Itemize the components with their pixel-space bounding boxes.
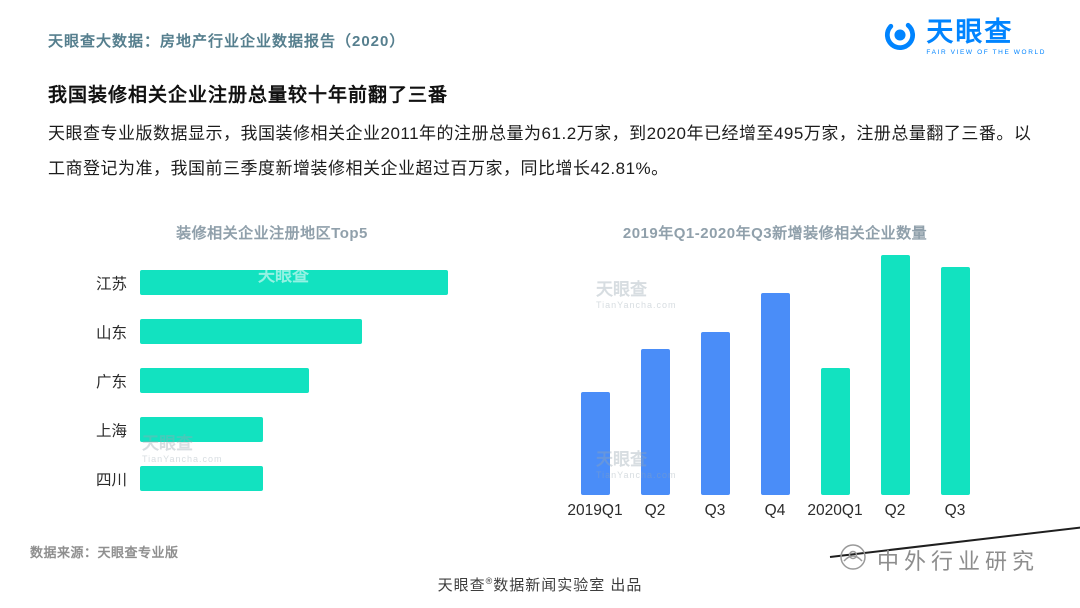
hbar-category-label: 山东 (96, 324, 128, 342)
vbar-category-label: Q3 (944, 501, 966, 519)
vbar-bar (640, 348, 670, 495)
vbar-category-label: Q4 (764, 501, 786, 519)
vbar-bar (820, 367, 850, 495)
hbar-row: 四川 (96, 454, 496, 503)
vbar-column: Q3 (685, 250, 745, 526)
vbar-bar (760, 293, 790, 495)
hbar-chart: 江苏山东广东上海四川 (96, 258, 496, 503)
bottom-right-watermark-text: 中外行业研究 (877, 548, 1040, 574)
report-breadcrumb: 天眼查大数据：房地产行业企业数据报告（2020） (48, 33, 406, 50)
vbar-column: Q2 (865, 250, 925, 526)
vbar-column: 2020Q1 (805, 250, 865, 526)
registered-mark: ® (485, 576, 494, 586)
hbar-bar (140, 368, 310, 393)
credit-rest: 数据新闻实验室 出品 (493, 577, 643, 594)
hbar-category-label: 江苏 (96, 275, 128, 293)
chart-title-region-top5: 装修相关企业注册地区Top5 (176, 225, 368, 242)
chart-title-quarterly: 2019年Q1-2020年Q3新增装修相关企业数量 (622, 225, 928, 242)
bottom-right-watermark: 中外行业研究 (838, 542, 1039, 577)
hbar-bar (140, 466, 264, 491)
vbar-category-label: 2020Q1 (807, 501, 863, 519)
intro-paragraph: 天眼查专业版数据显示，我国装修相关企业2011年的注册总量为61.2万家，到20… (48, 124, 1032, 178)
data-source-note: 数据来源：天眼查专业版 (30, 545, 179, 560)
vbar-category-label: Q2 (644, 501, 666, 519)
hbar-bar (140, 417, 264, 442)
logo-tagline: FAIR VIEW OF THE WORLD (926, 49, 1046, 56)
hbar-row: 上海 (96, 405, 496, 454)
hbar-row: 山东 (96, 307, 496, 356)
credit-brand: 天眼查 (437, 577, 486, 594)
vbar-category-label: Q3 (704, 501, 726, 519)
vbar-bar (940, 267, 970, 495)
hbar-row: 广东 (96, 356, 496, 405)
vbar-column: Q3 (925, 250, 985, 526)
vbar-bar (700, 331, 730, 495)
vbar-bar (880, 255, 910, 495)
vbar-column: 2019Q1 (565, 250, 625, 526)
watermark-stamp-icon (838, 542, 868, 577)
vbar-column: Q4 (745, 250, 805, 526)
vbar-category-label: Q2 (884, 501, 906, 519)
tianyancha-eye-icon (881, 16, 919, 59)
vbar-category-label: 2019Q1 (567, 501, 623, 519)
tianyancha-logo: 天眼查 FAIR VIEW OF THE WORLD (881, 16, 1046, 59)
hbar-row: 江苏 (96, 258, 496, 307)
vbar-chart: 2019Q1 Q2 Q3 Q4 2020Q1 Q2 Q3 (565, 250, 985, 526)
logo-text: 天眼查 (926, 17, 1014, 47)
vbar-column: Q2 (625, 250, 685, 526)
hbar-category-label: 广东 (96, 373, 128, 391)
hbar-category-label: 上海 (96, 422, 128, 440)
vbar-bar (580, 391, 610, 495)
hbar-bar (140, 319, 362, 344)
page-title: 我国装修相关企业注册总量较十年前翻了三番 (48, 85, 449, 106)
hbar-category-label: 四川 (96, 471, 128, 489)
hbar-bar (140, 270, 448, 295)
credit-line: 天眼查®数据新闻实验室 出品 (0, 574, 1080, 595)
